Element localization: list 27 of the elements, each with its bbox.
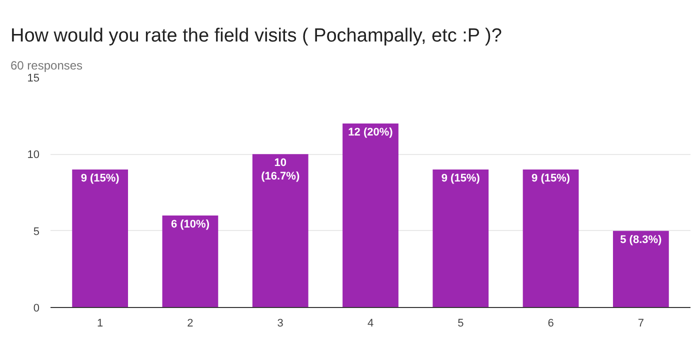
data-label: 9 (15%) [441, 172, 480, 184]
x-tick-label: 2 [187, 318, 194, 330]
y-tick-label: 10 [27, 149, 40, 162]
data-label: 10 (16.7%) [261, 157, 300, 182]
bar [432, 170, 489, 308]
x-tick-label: 4 [367, 318, 374, 330]
data-label: 6 (10%) [170, 218, 210, 230]
chart-title: How would you rate the field visits ( Pochampally, etc :P )? [10, 26, 502, 46]
x-tick-label: 6 [548, 318, 554, 330]
x-tick-label: 7 [638, 318, 644, 330]
y-tick-label: 5 [33, 226, 40, 238]
bar [612, 230, 669, 308]
bar [342, 124, 398, 308]
y-tick-label: 0 [33, 302, 40, 314]
x-tick-label: 3 [277, 318, 284, 330]
chart-subtitle: 60 responses [10, 58, 83, 72]
data-label: 12 (20%) [348, 126, 394, 138]
y-tick-label: 15 [27, 72, 40, 84]
bar [522, 170, 579, 308]
x-tick-label: 1 [97, 318, 104, 330]
data-label: 9 (15%) [532, 172, 570, 184]
bar [252, 154, 308, 308]
bar [72, 170, 128, 308]
x-tick-label: 5 [458, 318, 464, 330]
bar [162, 216, 218, 308]
data-label: 9 (15%) [80, 172, 120, 184]
data-label: 5 (8.3%) [620, 234, 662, 246]
